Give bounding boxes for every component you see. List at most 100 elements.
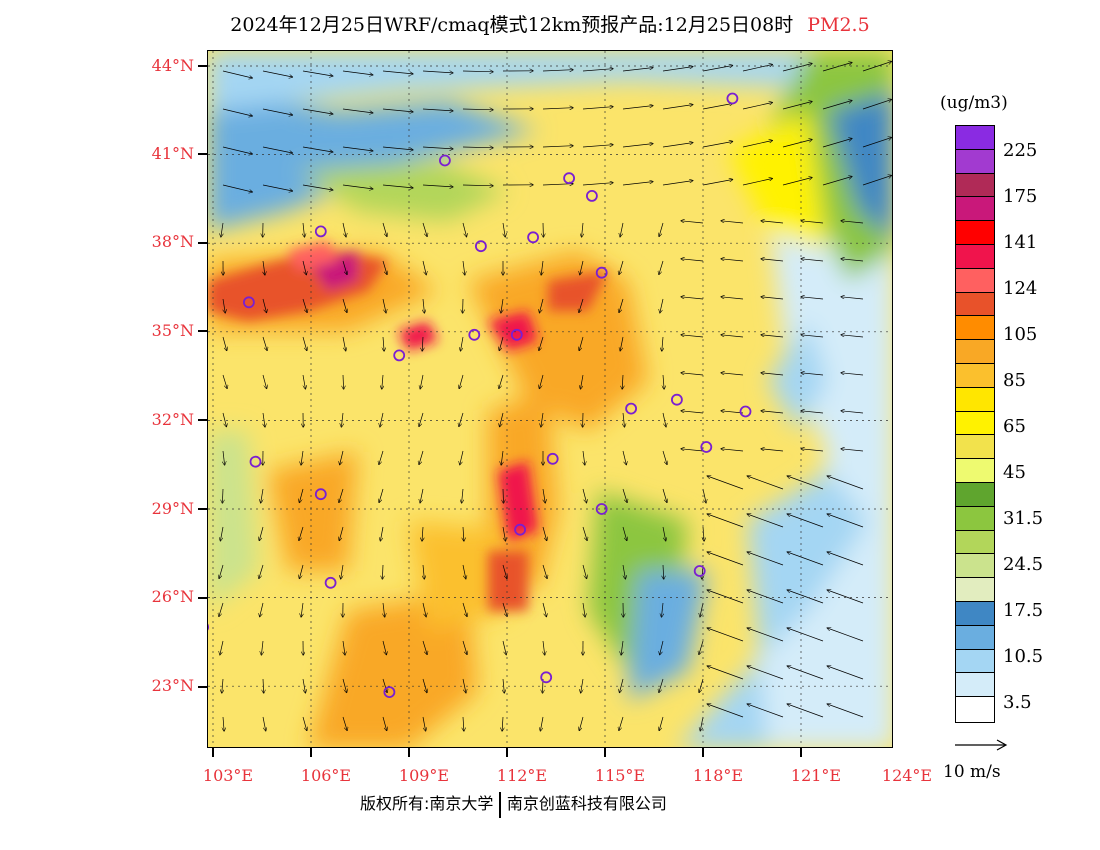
copyright-right: 南京创蓝科技有限公司 — [506, 794, 667, 813]
wind-vector — [660, 298, 664, 313]
wind-vector — [761, 449, 784, 452]
wind-vector — [262, 184, 292, 191]
wind-vector — [222, 336, 227, 351]
wind-vector — [681, 411, 704, 414]
wind-vector — [619, 260, 624, 274]
wind-vector — [539, 336, 544, 350]
city-marker — [595, 503, 608, 515]
wind-vector — [662, 412, 666, 427]
wind-vector — [422, 185, 453, 187]
wind-vector — [681, 221, 704, 224]
wind-vector — [220, 526, 224, 541]
colorbar-segment — [956, 197, 994, 222]
wind-vector — [841, 297, 864, 300]
wind-vector — [827, 476, 864, 490]
wind-vector — [422, 147, 453, 149]
wind-vector — [681, 449, 704, 452]
wind-vector — [707, 628, 744, 642]
wind-vector — [462, 602, 467, 616]
wind-vector — [862, 62, 891, 72]
city-marker — [468, 328, 481, 341]
lon-tick — [800, 748, 802, 757]
wind-vector — [383, 602, 385, 617]
lon-tick — [702, 748, 704, 757]
colorbar-label: 3.5 — [1003, 692, 1032, 713]
wind-vector — [622, 374, 623, 389]
wind-vector — [801, 335, 824, 338]
lon-tick — [408, 748, 410, 757]
wind-vector — [620, 222, 624, 237]
wind-reference-arrow — [955, 739, 1008, 751]
wind-vector — [302, 260, 306, 275]
wind-vector — [342, 70, 373, 75]
city-marker — [540, 671, 553, 684]
city-marker — [670, 393, 683, 406]
colorbar-segment — [956, 601, 994, 626]
wind-vector — [380, 526, 384, 541]
wind-vector — [619, 298, 624, 312]
lon-tick — [310, 748, 312, 757]
wind-vector — [827, 514, 864, 528]
lat-label-44: 44°N — [151, 56, 194, 75]
city-marker — [514, 523, 527, 536]
wind-vector — [219, 564, 224, 578]
lon-label-109: 109°E — [398, 766, 450, 785]
wind-vector — [581, 374, 584, 389]
wind-vector — [619, 716, 624, 730]
wind-vector — [782, 178, 812, 186]
lon-tick — [506, 748, 508, 757]
city-marker — [726, 92, 739, 105]
city-marker — [739, 405, 752, 418]
wind-vector — [827, 628, 864, 642]
wind-vector — [380, 412, 384, 427]
wind-vector — [747, 476, 784, 490]
wind-vector — [219, 602, 224, 616]
wind-vector — [423, 298, 424, 313]
wind-vector — [801, 297, 824, 300]
wind-vector — [662, 450, 667, 464]
wind-vector — [502, 564, 507, 579]
lat-tick — [198, 330, 207, 332]
wind-vector — [761, 297, 784, 300]
colorbar-label: 105 — [1003, 324, 1038, 345]
wind-vector — [841, 411, 864, 414]
wind-vector — [462, 109, 493, 110]
wind-vector — [721, 259, 744, 262]
wind-vector — [342, 678, 347, 693]
wind-vector — [343, 374, 344, 389]
wind-vector — [801, 221, 824, 224]
wind-vector — [339, 488, 344, 502]
wind-vector — [262, 374, 267, 389]
wind-vector — [662, 488, 667, 502]
wind-vector — [299, 488, 304, 503]
wind-vector — [382, 184, 413, 188]
wind-vector — [343, 640, 345, 655]
wind-vector — [541, 412, 543, 427]
wind-vector — [721, 373, 744, 376]
wind-vector — [827, 552, 864, 566]
wind-vector — [580, 260, 584, 275]
wind-vector — [702, 66, 733, 72]
wind-vector — [742, 103, 772, 110]
wind-vector — [542, 108, 573, 109]
wind-vector — [302, 336, 307, 351]
wind-vector — [862, 176, 891, 186]
wind-vector — [382, 298, 386, 313]
wind-vector — [259, 564, 264, 578]
wind-vector — [582, 564, 587, 579]
wind-vector — [742, 65, 772, 72]
wind-vector — [699, 640, 704, 654]
wind-vector — [460, 450, 464, 465]
wind-vector — [379, 450, 384, 464]
city-marker — [314, 488, 327, 501]
wind-vector — [841, 449, 864, 452]
wind-vector — [747, 666, 784, 680]
city-marker — [527, 231, 540, 244]
wind-vector — [822, 101, 852, 110]
wind-vector — [382, 374, 383, 389]
lon-tick — [212, 748, 214, 757]
wind-vector — [342, 146, 373, 151]
wind-vector — [582, 107, 613, 110]
wind-vector — [702, 104, 733, 110]
wind-vector — [342, 184, 373, 189]
